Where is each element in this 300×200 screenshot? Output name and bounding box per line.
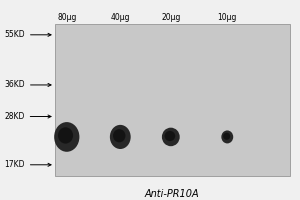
Ellipse shape [110, 125, 131, 149]
Ellipse shape [221, 130, 233, 143]
Text: 20μg: 20μg [161, 13, 181, 22]
Ellipse shape [113, 129, 125, 142]
Text: 28KD: 28KD [4, 112, 51, 121]
Text: 80μg: 80μg [57, 13, 76, 22]
Text: 10μg: 10μg [218, 13, 237, 22]
Text: 55KD: 55KD [4, 30, 51, 39]
Ellipse shape [162, 128, 180, 146]
Text: 40μg: 40μg [110, 13, 130, 22]
Text: 36KD: 36KD [4, 80, 51, 89]
Ellipse shape [54, 122, 80, 152]
FancyBboxPatch shape [55, 24, 290, 176]
Text: Anti-PR10A: Anti-PR10A [145, 189, 200, 199]
Ellipse shape [58, 127, 73, 144]
Ellipse shape [223, 133, 230, 140]
Text: 17KD: 17KD [4, 160, 51, 169]
Ellipse shape [165, 131, 175, 141]
